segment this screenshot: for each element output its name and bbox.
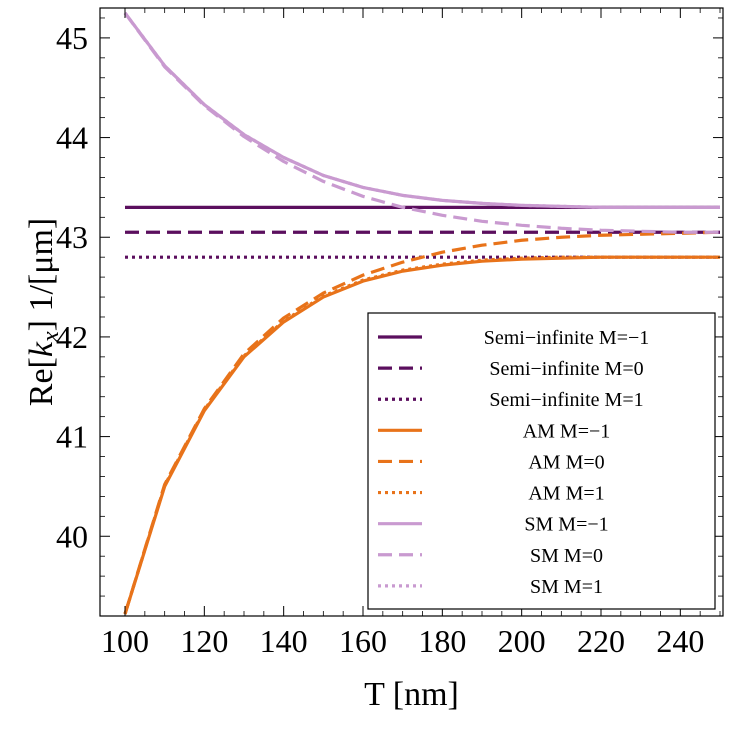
- y-axis-label-sub: x: [38, 331, 64, 343]
- legend-label-8: SM M=1: [530, 576, 603, 598]
- x-tick-label-2: 140: [260, 623, 308, 659]
- legend-items: Semi−infinite M=−1 Semi−infinite M=0 Semi−…: [378, 327, 649, 598]
- y-axis-label-pre: Re[: [23, 357, 60, 406]
- series-line-8: [123, 12, 720, 209]
- x-tick-label-1: 120: [180, 623, 228, 659]
- x-tick-label-5: 200: [498, 623, 546, 659]
- legend-label-2: Semi−infinite M=1: [489, 389, 643, 411]
- y-tick-label-4: 44: [56, 120, 88, 156]
- y-axis-label: Re[kx] 1/[μm]: [23, 218, 64, 406]
- legend-label-7: SM M=0: [530, 545, 603, 567]
- x-tick-label-7: 240: [656, 623, 704, 659]
- legend-label-6: SM M=−1: [524, 514, 608, 536]
- x-axis-label: T [nm]: [364, 676, 459, 713]
- plot-frame: [99, 7, 724, 617]
- series-layer: [123, 12, 721, 615]
- y-tick-label-3: 43: [56, 219, 88, 255]
- legend-label-0: Semi−infinite M=−1: [484, 327, 650, 349]
- legend-label-3: AM M=−1: [523, 420, 611, 442]
- legend-box: [367, 312, 716, 610]
- y-axis-label-var: k: [23, 341, 60, 357]
- x-tick-label-6: 220: [577, 623, 625, 659]
- y-tick-label-0: 40: [56, 518, 88, 554]
- legend-label-1: Semi−infinite M=0: [489, 358, 643, 380]
- ticks-layer: 100 120 140 160 180 200 220 240 40 41 42 43 44 45: [56, 8, 723, 659]
- legend-label-4: AM M=0: [528, 451, 604, 473]
- y-tick-label-1: 41: [56, 419, 88, 455]
- x-tick-label-3: 160: [339, 623, 387, 659]
- x-tick-label-4: 180: [418, 623, 466, 659]
- y-axis-label-post: ] 1/[μm]: [23, 218, 60, 332]
- y-tick-label-5: 45: [56, 20, 88, 56]
- legend-label-5: AM M=1: [528, 483, 604, 505]
- series-line-5: [123, 255, 720, 615]
- x-tick-label-0: 100: [101, 623, 149, 659]
- y-tick-label-2: 42: [56, 319, 88, 355]
- legend: Semi−infinite M=−1 Semi−infinite M=0 Semi−…: [367, 312, 716, 610]
